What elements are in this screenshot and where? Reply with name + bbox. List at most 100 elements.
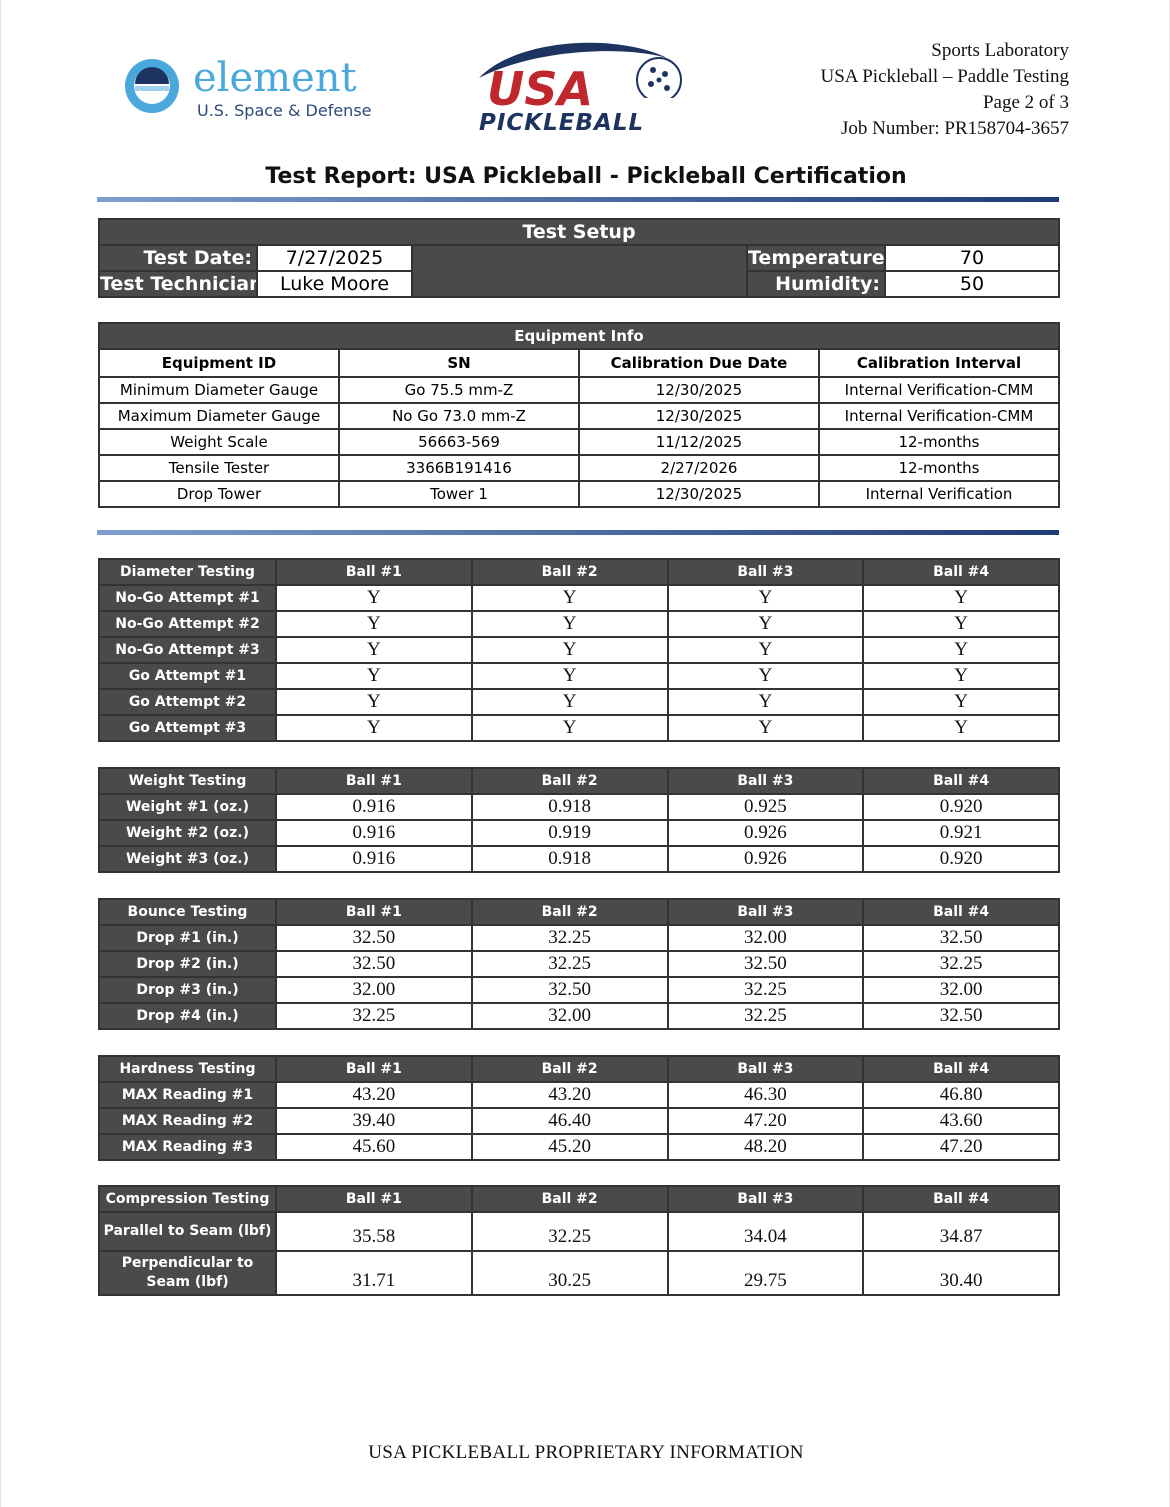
- table-cell: 47.20: [666, 1107, 865, 1135]
- table-cell: 47.20: [862, 1133, 1060, 1161]
- table-cell: Y: [666, 610, 865, 638]
- table-cell: 11/12/2025: [578, 428, 820, 456]
- table-cell: 0.916: [275, 845, 473, 873]
- test-date-value: 7/27/2025: [256, 244, 413, 272]
- ball-column-header: Ball #3: [666, 558, 865, 586]
- table-cell: 34.87: [862, 1211, 1060, 1252]
- table-cell: Maximum Diameter Gauge: [98, 402, 340, 430]
- hardness-header-row: Hardness Testing Ball #1 Ball #2 Ball #3 Bal…: [98, 1055, 1060, 1083]
- usa-logo-text: USA: [487, 62, 594, 116]
- table-cell: Y: [470, 584, 669, 612]
- table-cell: 32.50: [862, 924, 1060, 952]
- weight-header-row: Weight Testing Ball #1 Ball #2 Ball #3 Ball …: [98, 767, 1060, 795]
- table-cell: 0.916: [275, 819, 473, 847]
- diameter-header-row: Diameter Testing Ball #1 Ball #2 Ball #3 Bal…: [98, 558, 1060, 586]
- table-cell: Internal Verification-CMM: [818, 402, 1060, 430]
- row-label: Go Attempt #3: [98, 714, 277, 742]
- table-row: Drop Tower Tower 1 12/30/2025 Internal Veri…: [98, 480, 1060, 508]
- table-row: Maximum Diameter Gauge No Go 73.0 mm-Z 12/…: [98, 402, 1060, 430]
- table-cell: 34.04: [666, 1211, 865, 1252]
- report-title: Test Report: USA Pickleball - Pickleball…: [265, 164, 907, 189]
- element-logo-text: element: [193, 55, 357, 101]
- table-cell: Y: [470, 636, 669, 664]
- equipment-heading-row: Equipment Info: [98, 322, 1060, 350]
- table-cell: Go 75.5 mm-Z: [338, 376, 580, 404]
- table-cell: 43.20: [275, 1081, 473, 1109]
- footer: USA PICKLEBALL PROPRIETARY INFORMATION: [368, 1442, 804, 1463]
- compression-heading: Compression Testing: [98, 1185, 277, 1213]
- ball-column-header: Ball #1: [275, 558, 473, 586]
- column-header: Calibration Interval: [818, 348, 1060, 378]
- table-row: Drop #2 (in.) 32.50 32.25 32.50 32.25: [98, 950, 1060, 978]
- table-cell: 12-months: [818, 428, 1060, 456]
- table-cell: Y: [470, 610, 669, 638]
- usa-pickleball-logo: USA PICKLEBALL: [477, 38, 692, 138]
- table-cell: 48.20: [666, 1133, 865, 1161]
- ball-column-header: Ball #3: [666, 1055, 865, 1083]
- table-cell: Y: [275, 636, 473, 664]
- table-row: Drop #1 (in.) 32.50 32.25 32.00 32.50: [98, 924, 1060, 952]
- table-cell: Weight Scale: [98, 428, 340, 456]
- table-cell: 39.40: [275, 1107, 473, 1135]
- row-label: No-Go Attempt #3: [98, 636, 277, 664]
- table-cell: 43.60: [862, 1107, 1060, 1135]
- column-header: SN: [338, 348, 580, 378]
- table-cell: 32.00: [862, 976, 1060, 1004]
- ball-column-header: Ball #3: [666, 898, 865, 926]
- bounce-heading: Bounce Testing: [98, 898, 277, 926]
- table-row: MAX Reading #3 45.60 45.20 48.20 47.20: [98, 1133, 1060, 1161]
- section-rule: [97, 530, 1059, 535]
- ball-column-header: Ball #4: [862, 1055, 1060, 1083]
- table-cell: 12/30/2025: [578, 402, 820, 430]
- table-row: Weight #3 (oz.) 0.916 0.918 0.926 0.920: [98, 845, 1060, 873]
- table-cell: 29.75: [666, 1250, 865, 1296]
- table-cell: 0.920: [862, 845, 1060, 873]
- element-logo: [121, 58, 183, 118]
- hardness-testing-table: Hardness Testing Ball #1 Ball #2 Ball #3 Bal…: [98, 1055, 1060, 1161]
- table-row: Parallel to Seam (lbf) 35.58 32.25 34.04 34.…: [98, 1211, 1060, 1252]
- table-row: Tensile Tester 3366B191416 2/27/2026 12-mon…: [98, 454, 1060, 482]
- table-row: MAX Reading #2 39.40 46.40 47.20 43.60: [98, 1107, 1060, 1135]
- ball-column-header: Ball #3: [666, 1185, 865, 1213]
- element-logo-icon: [125, 59, 179, 113]
- table-cell: 0.925: [666, 793, 865, 821]
- table-cell: 2/27/2026: [578, 454, 820, 482]
- table-cell: 0.918: [470, 845, 669, 873]
- table-cell: 45.60: [275, 1133, 473, 1161]
- diameter-heading: Diameter Testing: [98, 558, 277, 586]
- table-cell: Y: [275, 714, 473, 742]
- row-label: Drop #2 (in.): [98, 950, 277, 978]
- table-cell: Y: [470, 662, 669, 690]
- table-cell: Y: [470, 688, 669, 716]
- diameter-testing-table: Diameter Testing Ball #1 Ball #2 Ball #3 Bal…: [98, 558, 1060, 742]
- table-cell: Y: [666, 662, 865, 690]
- table-cell: Y: [862, 714, 1060, 742]
- humidity-label: Humidity:: [746, 270, 886, 298]
- header-info: Sports Laboratory USA Pickleball – Paddl…: [821, 38, 1069, 142]
- ball-column-header: Ball #1: [275, 767, 473, 795]
- row-label: Drop #3 (in.): [98, 976, 277, 1004]
- table-row: Weight #2 (oz.) 0.916 0.919 0.926 0.921: [98, 819, 1060, 847]
- table-cell: 46.80: [862, 1081, 1060, 1109]
- humidity-value: 50: [884, 270, 1060, 298]
- table-cell: Y: [862, 662, 1060, 690]
- table-cell: 32.50: [666, 950, 865, 978]
- row-label: Go Attempt #1: [98, 662, 277, 690]
- equipment-column-header-row: Equipment ID SN Calibration Due Date Calibr…: [98, 348, 1060, 378]
- ball-column-header: Ball #4: [862, 558, 1060, 586]
- row-label: No-Go Attempt #1: [98, 584, 277, 612]
- row-label: Perpendicular to Seam (lbf): [98, 1250, 277, 1296]
- table-cell: Y: [666, 636, 865, 664]
- table-cell: 30.40: [862, 1250, 1060, 1296]
- row-label: MAX Reading #1: [98, 1081, 277, 1109]
- ball-column-header: Ball #3: [666, 767, 865, 795]
- table-cell: 32.25: [470, 924, 669, 952]
- table-cell: Y: [666, 584, 865, 612]
- row-label: Parallel to Seam (lbf): [98, 1211, 277, 1252]
- table-cell: 0.916: [275, 793, 473, 821]
- table-cell: 56663-569: [338, 428, 580, 456]
- ball-column-header: Ball #2: [470, 1185, 669, 1213]
- table-cell: 32.50: [275, 924, 473, 952]
- table-cell: Y: [862, 584, 1060, 612]
- column-header: Calibration Due Date: [578, 348, 820, 378]
